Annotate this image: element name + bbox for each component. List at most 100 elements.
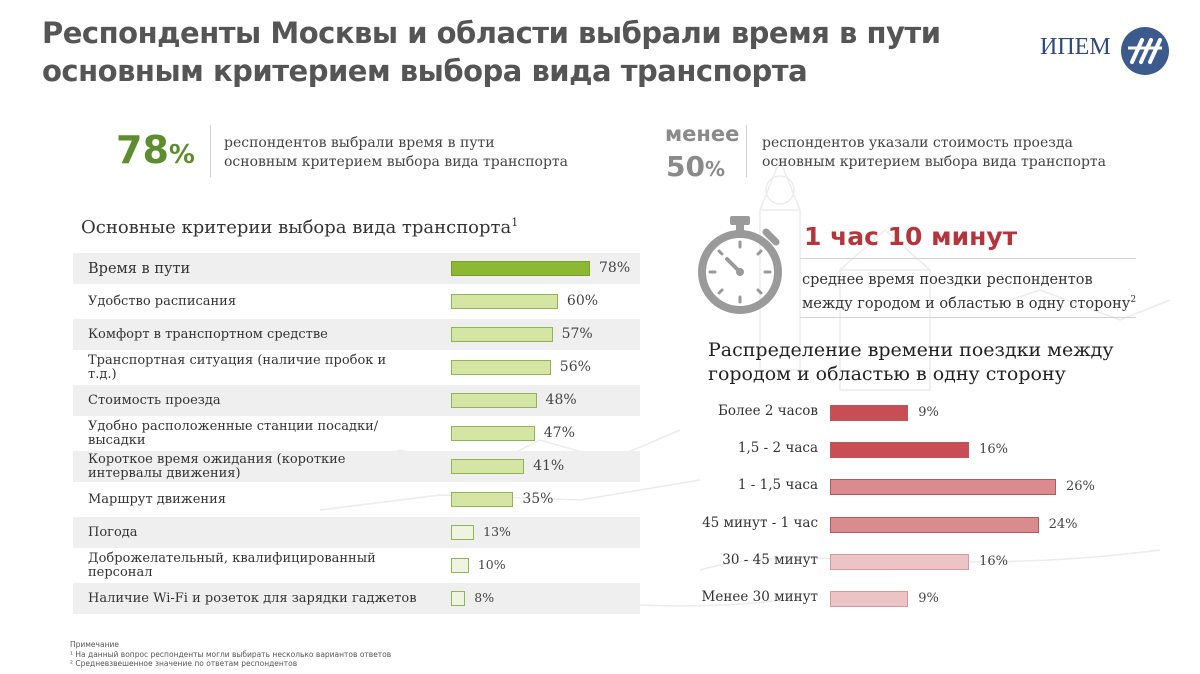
criteria-value-label: 56% <box>559 359 591 375</box>
criteria-bar <box>451 558 469 573</box>
criteria-label: Комфорт в транспортном средстве <box>88 326 328 342</box>
criteria-label: Доброжелательный, квалифицированный перс… <box>88 550 376 580</box>
criteria-chart-title: Основные критерии выбора вида транспорта… <box>81 216 518 238</box>
criteria-bar <box>451 459 525 474</box>
page-title-line1: Респонденты Москвы и области выбрали вре… <box>42 16 941 50</box>
criteria-bar <box>451 327 553 342</box>
stopwatch-icon <box>698 216 782 314</box>
stat-cost-number: 50 <box>666 150 705 183</box>
criteria-label: Удобство расписания <box>88 293 237 309</box>
stat-cost-value: 50% <box>666 150 725 183</box>
criteria-label: Маршрут движения <box>88 491 226 507</box>
criteria-row: Время в пути 78% <box>73 253 640 284</box>
criteria-value-label: 13% <box>483 524 511 539</box>
criteria-row: Короткое время ожидания (короткие интерв… <box>73 451 640 482</box>
criteria-row: Погода 13% <box>73 517 640 548</box>
criteria-value-label: 35% <box>522 491 554 507</box>
criteria-row: Транспортная ситуация (наличие пробок и … <box>73 352 640 383</box>
criteria-row: Маршрут движения 35% <box>73 484 640 515</box>
distribution-label: 45 минут - 1 час <box>702 514 818 531</box>
criteria-label: Погода <box>88 524 138 540</box>
distribution-label: Менее 30 минут <box>701 589 818 605</box>
stat-time-value: 78% <box>116 128 195 172</box>
criteria-value-label: 57% <box>561 326 593 342</box>
criteria-bar <box>451 525 475 540</box>
criteria-row: Удобно расположенные станции посадки/выс… <box>73 418 640 449</box>
distribution-value-label: 16% <box>979 442 1008 458</box>
stat-time-number: 78 <box>116 128 169 172</box>
criteria-bar <box>451 294 558 309</box>
avg-time-text-line2-text: между городом и областью в одну сторону <box>802 295 1131 312</box>
criteria-label: Удобно расположенные станции посадки/выс… <box>88 418 379 448</box>
distribution-value-label: 9% <box>918 591 939 606</box>
criteria-row: Доброжелательный, квалифицированный перс… <box>73 550 640 581</box>
criteria-value-label: 48% <box>545 392 577 408</box>
divider <box>800 258 1136 259</box>
distribution-bar <box>830 591 909 607</box>
criteria-label: Короткое время ожидания (короткие интерв… <box>88 451 346 481</box>
stat-time-description: респондентов выбрали время в пути основн… <box>224 134 568 172</box>
distribution-value-label: 16% <box>979 553 1008 569</box>
criteria-row: Стоимость проезда 48% <box>73 385 640 416</box>
distribution-bar <box>830 553 970 570</box>
footnote-mark: 2 <box>1130 295 1137 305</box>
criteria-bar <box>451 591 466 606</box>
distribution-bar <box>830 405 909 421</box>
distribution-row: 1 - 1,5 часа 26% <box>700 477 1120 497</box>
stat-cost-unit: % <box>704 157 726 181</box>
distribution-row: Более 2 часов 9% <box>700 403 1120 423</box>
distribution-row: 30 - 45 минут 16% <box>700 552 1120 572</box>
divider <box>746 125 747 177</box>
criteria-label: Транспортная ситуация (наличие пробок и … <box>88 352 387 382</box>
distribution-row: 45 минут - 1 час 24% <box>700 515 1120 535</box>
stat-time-text-line2: основным критерием выбора вида транспорт… <box>224 154 569 170</box>
stat-cost-text-line1: респондентов указали стоимость проезда <box>762 135 1073 151</box>
distribution-bar <box>830 516 1039 533</box>
ipem-logo-icon <box>1121 27 1169 75</box>
distribution-bar <box>830 442 970 459</box>
page-title: Респонденты Москвы и области выбрали вре… <box>42 14 942 90</box>
criteria-row: Комфорт в транспортном средстве 57% <box>73 319 640 350</box>
distribution-chart-title: Распределение времени поездки между горо… <box>708 339 1114 385</box>
criteria-value-label: 60% <box>566 293 599 309</box>
stat-cost-prefix: менее <box>665 122 740 146</box>
distribution-bar <box>830 479 1056 496</box>
distribution-value-label: 9% <box>918 405 939 420</box>
distribution-label: 1 - 1,5 часа <box>737 477 818 494</box>
criteria-bar <box>451 492 514 507</box>
stat-time-unit: % <box>168 140 195 170</box>
criteria-bar <box>451 261 590 276</box>
divider <box>800 317 1136 318</box>
stat-cost-description: респондентов указали стоимость проезда о… <box>762 134 1106 172</box>
criteria-value-label: 41% <box>533 458 565 474</box>
distribution-label: 30 - 45 минут <box>722 551 818 568</box>
footnotes-heading: Примечание <box>70 640 119 649</box>
criteria-label: Время в пути <box>88 260 191 277</box>
criteria-bar <box>451 393 537 408</box>
distribution-value-label: 24% <box>1048 516 1078 532</box>
stat-cost-text-line2: основным критерием выбора вида транспорт… <box>762 154 1107 170</box>
criteria-row: Удобство расписания 60% <box>73 286 640 317</box>
stat-time-text-line1: респондентов выбрали время в пути <box>224 135 495 151</box>
criteria-row: Наличие Wi-Fi и розеток для зарядки гадж… <box>73 583 640 614</box>
distribution-value-label: 26% <box>1066 479 1095 495</box>
avg-time-text-line2: между городом и областью в одну сторону2 <box>802 290 1136 314</box>
distribution-label: 1,5 - 2 часа <box>737 440 818 457</box>
criteria-value-label: 78% <box>599 260 631 276</box>
criteria-bar <box>451 360 551 375</box>
criteria-label: Стоимость проезда <box>88 392 221 408</box>
footnote-mark: 1 <box>511 216 519 229</box>
criteria-value-label: 47% <box>543 425 575 441</box>
criteria-value-label: 10% <box>477 557 506 572</box>
criteria-value-label: 8% <box>474 590 495 605</box>
divider <box>210 125 211 177</box>
footnote-2: ² Средневзвешенное значение по ответам р… <box>70 659 298 668</box>
criteria-chart-title-text: Основные критерии выбора вида транспорта <box>81 217 512 238</box>
avg-time-value: 1 час 10 минут <box>804 222 1018 251</box>
avg-time-text-line1: среднее время поездки респондентов <box>802 272 1093 288</box>
criteria-bar <box>451 426 535 441</box>
distribution-row: Менее 30 минут 9% <box>700 589 1120 609</box>
distribution-row: 1,5 - 2 часа 16% <box>700 440 1120 460</box>
page-title-line2: основным критерием выбора вида транспорт… <box>42 54 808 88</box>
footnote-1: ¹ На данный вопрос респонденты могли выб… <box>70 649 392 659</box>
